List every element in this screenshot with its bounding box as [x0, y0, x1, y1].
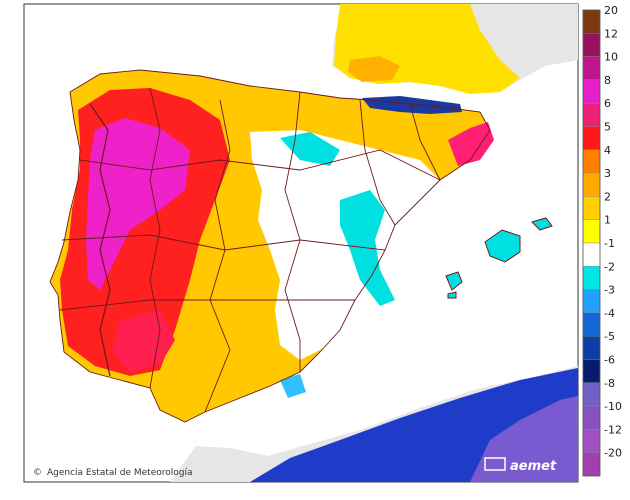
west-magenta-region [86, 118, 190, 290]
legend-swatch [582, 312, 601, 337]
legend-label: -10 [604, 400, 622, 413]
credit-symbol: © [33, 468, 42, 478]
legend-swatch [582, 102, 601, 127]
legend-label: 1 [604, 214, 611, 227]
cool-patch-south [280, 374, 306, 398]
menorca-island [531, 217, 553, 231]
legend-swatch [582, 196, 601, 220]
legend-label: -6 [604, 354, 615, 367]
legend-label: 3 [604, 167, 611, 180]
aemet-logo-mark [484, 457, 506, 471]
legend-swatch [582, 219, 601, 244]
legend-label: 12 [604, 27, 618, 40]
legend-label: -8 [604, 377, 615, 390]
mallorca-island [484, 229, 521, 263]
legend-label: -1 [604, 237, 615, 250]
legend-swatch [582, 56, 601, 81]
legend-swatch [582, 452, 601, 477]
legend-label: 5 [604, 121, 611, 134]
credit-text: Agencia Estatal de Meteorología [47, 468, 193, 478]
legend-swatch [582, 149, 601, 174]
sea-violet-anomaly [470, 396, 578, 482]
legend-label: -4 [604, 307, 615, 320]
legend-label: 10 [604, 51, 618, 64]
legend-swatch [582, 79, 601, 104]
portugal-border [89, 103, 111, 377]
color-legend: 20 12 10 8 6 5 4 3 2 1 -1 -2 -3 -4 -5 -6 -8 -10 -12 -20 [582, 4, 622, 477]
legend-label: -20 [604, 447, 622, 460]
legend-label: -5 [604, 330, 615, 343]
formentera-island [447, 291, 457, 299]
legend-swatch [582, 242, 601, 267]
legend-swatch [582, 172, 601, 197]
pyrenees-orange [348, 56, 400, 82]
legend-swatch [582, 405, 601, 430]
legend-label: 6 [604, 97, 611, 110]
legend-swatch [582, 429, 601, 453]
legend-swatch [582, 359, 601, 383]
catalonia-hot-patch [448, 122, 494, 166]
legend-label: -3 [604, 284, 615, 297]
ibiza-island [445, 271, 463, 291]
legend-label: 20 [604, 4, 618, 17]
legend-swatch [582, 9, 601, 34]
aemet-logo: aemet [484, 457, 557, 474]
legend-label: 4 [604, 144, 611, 157]
legend-swatch [582, 382, 601, 407]
legend-swatch [582, 33, 601, 57]
legend-frame [582, 9, 601, 477]
ebro-cold-band [362, 96, 462, 114]
legend-swatch [582, 289, 601, 314]
aemet-logo-text: aemet [510, 459, 557, 474]
legend-swatch [582, 336, 601, 360]
legend-swatch [582, 266, 601, 290]
legend-label: -12 [604, 423, 622, 436]
province-borders [49, 69, 491, 423]
legend-label: 2 [604, 190, 611, 203]
map-panel: © Agencia Estatal de Meteorología aemet [23, 3, 579, 483]
legend-label: -2 [604, 260, 615, 273]
legend-label: 8 [604, 74, 611, 87]
legend-swatch [582, 126, 601, 150]
